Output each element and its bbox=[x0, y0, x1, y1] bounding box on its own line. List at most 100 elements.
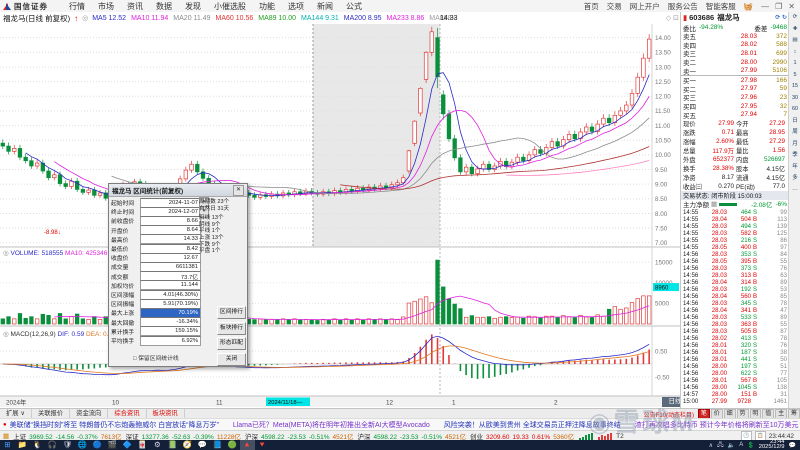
taskbar-app-icon[interactable]: 🎬 bbox=[107, 440, 118, 449]
dialog-button-关闭[interactable]: 关闭 bbox=[217, 352, 246, 366]
cart-icon[interactable]: 🧺 bbox=[743, 1, 754, 11]
ask-row[interactable]: 卖一 27.99 5106 bbox=[681, 66, 789, 76]
tray-icon[interactable]: 💲 bbox=[747, 442, 755, 449]
maximize-button[interactable]: ❐ bbox=[775, 1, 783, 11]
strip-button-周[interactable]: 周 bbox=[792, 129, 798, 135]
bid-row[interactable]: 买三 27.96 23 bbox=[681, 93, 789, 103]
bid-row[interactable]: 买二 27.97 59 bbox=[681, 85, 789, 94]
taskbar-app-icon[interactable]: 📁 bbox=[17, 440, 28, 449]
dialog-field-value[interactable]: 6.92% bbox=[140, 335, 201, 346]
bid-row[interactable]: 买一 27.98 166 bbox=[681, 76, 789, 86]
taskbar-app-icon[interactable]: 🌐 bbox=[77, 440, 88, 449]
menu-item-功能[interactable]: 功能 bbox=[259, 1, 275, 11]
taskbar-app-icon[interactable]: 📗 bbox=[167, 440, 178, 449]
news-headline[interactable]: 渣打再次唱多比特币 预计今年价格将刷新至10万美元 bbox=[634, 422, 799, 429]
dialog-close-button[interactable]: ✕ bbox=[233, 184, 244, 196]
taskbar-app-icon[interactable]: 🔺 bbox=[240, 440, 255, 450]
taskbar-app-icon[interactable]: 🔻 bbox=[257, 440, 268, 449]
strip-button-5[interactable]: 5 bbox=[793, 71, 797, 78]
strip-button-⟳[interactable]: ⟳ bbox=[792, 14, 798, 20]
start-button[interactable]: ⊞ bbox=[4, 440, 11, 449]
top-link-网上开户[interactable]: 网上开户 bbox=[629, 1, 660, 11]
quote-header[interactable]: ▮ 603686 福龙马 ⟳ ↻ bbox=[681, 12, 789, 23]
menu-item-数据[interactable]: 数据 bbox=[156, 1, 172, 11]
menu-item-选项[interactable]: 选项 bbox=[288, 1, 304, 11]
strip-button-日[interactable]: 日 bbox=[792, 117, 798, 124]
taskbar-app-icon[interactable]: 🟢 bbox=[227, 440, 238, 449]
strip-button-⋯[interactable]: ⋯ bbox=[792, 186, 798, 193]
taskbar-app-icon[interactable]: 🛡 bbox=[62, 440, 73, 449]
taskbar-app-icon[interactable]: 🎧 bbox=[47, 440, 58, 449]
strip-button-月[interactable]: 月 bbox=[792, 140, 798, 147]
strip-button-15[interactable]: 15 bbox=[791, 83, 799, 89]
ask-row[interactable]: 卖五 28.03 372 bbox=[681, 32, 789, 42]
ask-row[interactable]: 卖三 28.01 699 bbox=[681, 49, 789, 59]
bottom-tab-板块资讯[interactable]: 板块资讯 bbox=[147, 409, 185, 419]
strip-button-✚[interactable]: ✚ bbox=[792, 25, 798, 32]
bid-row[interactable]: 买四 27.95 32 bbox=[681, 102, 789, 112]
tray-icon[interactable]: 🖧 bbox=[717, 442, 724, 448]
refresh-icons[interactable]: ⟳ ↻ bbox=[775, 15, 787, 21]
taskbar-app-icon[interactable]: 📘 bbox=[212, 440, 223, 449]
dialog-button-区间排行[interactable]: 区间排行 bbox=[217, 306, 246, 319]
minimize-button[interactable]: — bbox=[761, 1, 770, 11]
top-link-服务公告[interactable]: 服务公告 bbox=[667, 1, 698, 11]
strip-button-1[interactable]: 1 bbox=[793, 60, 797, 66]
f10-link[interactable]: 公告F10(动态栏目) bbox=[643, 412, 694, 419]
taskbar-app-icon[interactable]: 🔵 bbox=[92, 440, 103, 449]
bottom-tab-扩展 ∨[interactable]: 扩展 ∨ bbox=[0, 409, 32, 419]
menu-item-小催选股[interactable]: 小催选股 bbox=[214, 1, 246, 11]
bottom-tab-资金流向[interactable]: 资金流向 bbox=[70, 409, 109, 419]
index-segment-创业[interactable]: 创业 3209.60 19.33 0.61% 5360亿 bbox=[466, 431, 574, 441]
dialog-button-板块排行[interactable]: 板块排行 bbox=[217, 321, 246, 335]
tray-icon[interactable]: 🔈 bbox=[727, 442, 736, 449]
top-link-交易[interactable]: 交易 bbox=[606, 1, 622, 11]
menu-item-发现[interactable]: 发现 bbox=[185, 1, 201, 11]
bottom-tab-综合资讯[interactable]: 综合资讯 bbox=[108, 409, 147, 419]
dialog-button-形态匹配[interactable]: 形态匹配 bbox=[217, 337, 246, 350]
dropdown-arrow-icon[interactable]: ▾ bbox=[199, 205, 209, 218]
strip-button-30[interactable]: 30 bbox=[791, 94, 799, 101]
taskbar-app-icon[interactable]: 🔷 bbox=[122, 440, 133, 449]
strip-button-季[interactable]: 季 bbox=[792, 152, 798, 158]
kline-chart[interactable]: 14.0013.5013.0012.5012.0011.5011.0010.50… bbox=[0, 24, 680, 407]
taskbar-app-icon[interactable]: ⚙ bbox=[154, 440, 161, 449]
close-button[interactable]: ✕ bbox=[788, 1, 795, 11]
taskbar-app-icon[interactable]: 🐧 bbox=[32, 440, 43, 449]
tray-icon[interactable]: A bbox=[739, 442, 744, 448]
strip-button-▤[interactable]: ▤ bbox=[792, 37, 798, 43]
strip-button-多[interactable]: 多 bbox=[792, 175, 798, 181]
index-segment-沪深[interactable]: 沪深 4598.22 -23.53 -0.51% 4521亿 bbox=[353, 431, 466, 441]
strip-button-60[interactable]: 60 bbox=[791, 106, 799, 112]
strip-button-年[interactable]: 年 bbox=[792, 163, 798, 170]
menu-item-行情[interactable]: 行情 bbox=[69, 1, 85, 11]
tray-icon[interactable]: ∧ bbox=[708, 442, 714, 449]
news-headline[interactable]: Llama已死？Meta(META)将在明年初推出全新AI大模型Avocado bbox=[232, 422, 430, 429]
menu-item-资讯[interactable]: 资讯 bbox=[127, 1, 143, 11]
strip-button-↕[interactable]: ↕ bbox=[793, 48, 797, 55]
dialog-title-bar[interactable]: 福龙马 区间统计(前复权) ✕ bbox=[109, 184, 247, 197]
bottom-tab-关联报价[interactable]: 关联报价 bbox=[32, 409, 71, 419]
index-segment-上证[interactable]: 上证 3969.52 -14.56 -0.37% 7613亿 bbox=[9, 431, 122, 441]
index-segment-深证[interactable]: 深证 13277.36 -52.63 -0.39% 11228亿 bbox=[122, 431, 241, 441]
bid-row[interactable]: 买五 27.94 7 bbox=[681, 110, 789, 120]
taskbar-app-icon[interactable]: 🧭 bbox=[182, 440, 193, 449]
index-segment-沪深[interactable]: 沪深 4598.22 -23.53 -0.51% 4521亿 bbox=[241, 431, 354, 441]
taskbar-app-icon[interactable]: 🀄 bbox=[137, 440, 148, 449]
menu-item-市场[interactable]: 市场 bbox=[98, 1, 114, 11]
menu-item-新闻[interactable]: 新闻 bbox=[317, 1, 333, 11]
chart-corner-icons[interactable]: ◇ ⊡ bbox=[665, 15, 679, 22]
menu-item-公式[interactable]: 公式 bbox=[346, 1, 362, 11]
top-link-智能客服[interactable]: 智能客服 bbox=[705, 1, 736, 11]
taskbar-app-icon[interactable]: 💬 bbox=[197, 440, 208, 449]
top-link-首页[interactable]: 首页 bbox=[583, 1, 599, 11]
notification-icon[interactable]: 💬 bbox=[788, 442, 796, 449]
ask-row[interactable]: 卖四 28.02 588 bbox=[681, 41, 789, 50]
period-tab-daily[interactable]: 日线 bbox=[662, 397, 688, 407]
dialog-checkbox[interactable]: □ 保留区间统计线 bbox=[133, 356, 179, 362]
ask-row[interactable]: 卖二 28.00 2990 bbox=[681, 58, 789, 68]
news-headline[interactable]: 美联储“换挡时刻”将至 特朗普仍不忘炮轰鲍威尔 白宫放话“降息万岁” bbox=[9, 422, 219, 429]
taskbar-clock[interactable]: 23:44 2025/12/9 bbox=[759, 439, 785, 450]
gear-icon[interactable]: ◎ bbox=[82, 15, 89, 22]
news-headline[interactable]: 风险突袭！从欧美到贵州 全球交易员正押注降息故事终结 bbox=[443, 422, 621, 429]
